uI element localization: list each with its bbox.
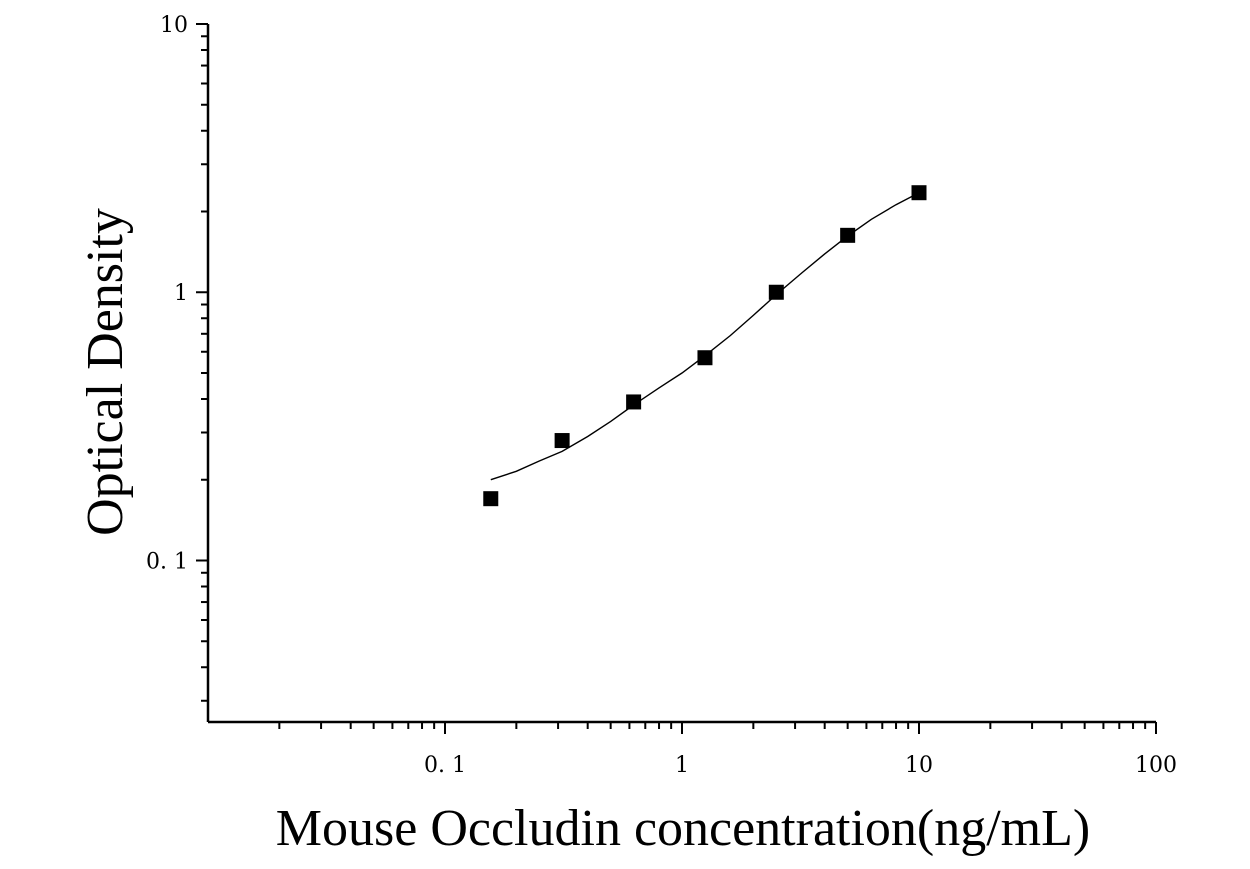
data-point xyxy=(626,394,642,410)
data-point xyxy=(483,491,499,507)
x-tick-label: 10 xyxy=(905,753,933,778)
data-point xyxy=(554,433,570,449)
x-tick-label: 0. 1 xyxy=(424,753,466,778)
data-point xyxy=(840,227,856,243)
x-axis-title: Mouse Occludin concentration(ng/mL) xyxy=(276,800,1090,857)
y-axis-ticks: 0. 1 1 10 xyxy=(146,13,208,702)
data-point xyxy=(697,350,713,366)
data-points-layer xyxy=(483,185,927,507)
data-point xyxy=(911,185,927,201)
x-axis-ticks: 0. 1 1 10 100 xyxy=(278,722,1177,778)
x-tick-label: 1 xyxy=(675,753,689,778)
y-axis-title: Optical Density xyxy=(77,208,134,536)
y-tick-label: 1 xyxy=(174,281,188,306)
x-tick-label: 100 xyxy=(1135,753,1177,778)
data-point xyxy=(768,284,784,300)
y-tick-label: 0. 1 xyxy=(146,549,188,574)
y-tick-label: 10 xyxy=(160,13,188,38)
